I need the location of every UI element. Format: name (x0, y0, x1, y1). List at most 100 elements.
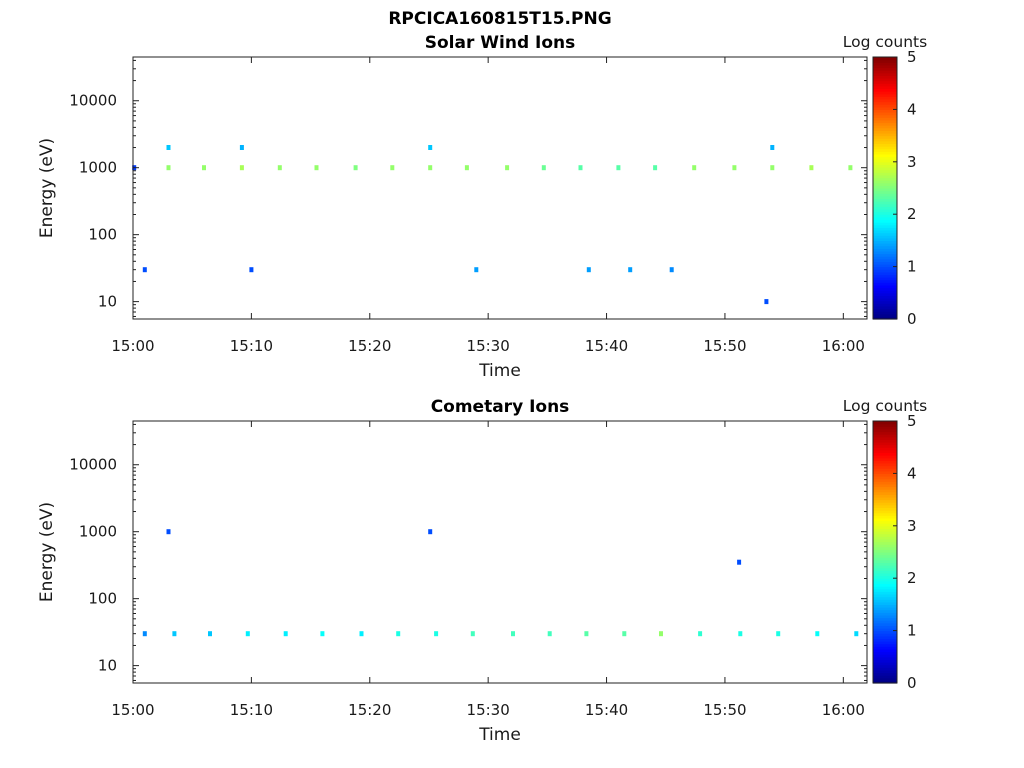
y-axis-cometary: 10 100 1000 10000 (69, 423, 867, 681)
colorbar-segment (873, 109, 897, 113)
colorbar-segment (873, 114, 897, 118)
heatmap-cell (249, 267, 254, 273)
colorbar-segment (873, 580, 897, 585)
colorbar-segment (873, 625, 897, 629)
panel-cometary-ions: Cometary Ions 15:00 15:10 15:20 15:30 15:40 1… (37, 397, 927, 745)
colorbar-segment (873, 308, 897, 312)
x-axis-label-cometary: Time (478, 725, 521, 745)
heatmap-cell (396, 631, 401, 637)
colorbar-segment (873, 544, 897, 548)
y-tick-label: 10 (98, 657, 117, 675)
colorbar-segment (873, 614, 897, 619)
colorbar-segment (873, 675, 897, 679)
colorbar-label-cometary: Log counts (843, 397, 927, 415)
colorbar-segment (873, 489, 897, 493)
panel-title-solar-wind: Solar Wind Ions (425, 33, 576, 53)
colorbar-segment (873, 214, 897, 218)
x-axis-solar-wind: 15:00 15:10 15:20 15:30 15:40 15:50 16:00 (111, 57, 865, 355)
colorbar-segment (873, 460, 897, 464)
colorbar-segment (873, 177, 897, 181)
colorbar-segment (873, 70, 897, 74)
heatmap-cell (659, 631, 663, 637)
plot-frame-solar-wind (132, 56, 868, 320)
colorbar-segment (873, 188, 897, 192)
colorbar-segment (873, 91, 897, 95)
colorbar-tick-label: 4 (907, 100, 917, 118)
colorbar-segment (873, 211, 897, 215)
colorbar-segment (873, 533, 897, 537)
colorbar-segment (873, 591, 897, 595)
colorbar-segment (873, 132, 897, 137)
colorbar-segment (873, 648, 897, 653)
colorbar-segment (873, 421, 897, 425)
colorbar-segment (873, 57, 897, 61)
heatmap-cell (390, 165, 395, 171)
colorbar-segment (873, 161, 897, 166)
heatmap-cell (578, 165, 583, 171)
colorbar-segment (873, 300, 897, 304)
colorbar-segment (873, 507, 897, 511)
heatmap-cell (239, 145, 244, 150)
colorbar-segment (873, 206, 897, 210)
colorbar-segment (873, 277, 897, 281)
colorbar-segment (873, 64, 897, 69)
colorbar-segment (873, 478, 897, 482)
x-tick-label: 15:00 (111, 701, 154, 719)
colorbar-segment (873, 138, 897, 142)
colorbar-segment (873, 462, 897, 467)
colorbar-segment (873, 303, 897, 307)
y-axis-solar-wind: 10 100 1000 10000 (69, 59, 867, 317)
colorbar-frame (872, 420, 898, 684)
colorbar-segment (873, 536, 897, 540)
colorbar-segment (873, 258, 897, 262)
colorbar-segment (873, 62, 897, 66)
colorbar-segment (873, 426, 897, 430)
colorbar-segment (873, 104, 897, 108)
colorbar-segment (873, 546, 897, 550)
colorbar-segment (873, 570, 897, 574)
colorbar-segment (873, 185, 897, 189)
colorbar-segment (873, 557, 897, 561)
colorbar-segment (873, 245, 897, 249)
y-tick-label: 100 (88, 226, 117, 244)
colorbar-segment (873, 292, 897, 297)
colorbar-segment (873, 203, 897, 207)
x-tick-label: 15:20 (348, 337, 391, 355)
colorbar-segment (873, 135, 897, 139)
colorbar-segment (873, 193, 897, 197)
colorbar-segment (873, 125, 897, 129)
colorbar-segment (873, 588, 897, 592)
x-tick-label: 15:10 (230, 701, 273, 719)
colorbar-segment (873, 156, 897, 160)
colorbar-segment (873, 447, 897, 451)
colorbar-segment (873, 263, 897, 268)
colorbar-segment (873, 311, 897, 315)
colorbar-segment (873, 512, 897, 516)
colorbar-segment (873, 667, 897, 671)
heatmap-cell (208, 631, 212, 637)
colorbar-segment (873, 216, 897, 221)
colorbar-segment (873, 525, 897, 530)
x-tick-label: 16:00 (822, 701, 865, 719)
heatmap-cell (245, 631, 250, 637)
heatmap-cell (541, 165, 546, 171)
colorbar-segment (873, 617, 897, 621)
colorbar-segment (873, 656, 897, 661)
colorbar-segment (873, 559, 897, 564)
heatmap-cell (628, 267, 633, 273)
heatmap-cell (202, 165, 206, 171)
y-axis-label-solar-wind: Energy (eV) (37, 138, 57, 238)
colorbar-segment (873, 641, 897, 645)
heatmap-cell (172, 631, 177, 637)
heatmap-cell (464, 165, 469, 171)
colorbar-segment (873, 476, 897, 480)
colorbar-segment (873, 562, 897, 566)
colorbar-segment (873, 654, 897, 658)
heatmap-cell (428, 529, 433, 535)
heatmap-cell (142, 267, 147, 273)
colorbar-segment (873, 541, 897, 545)
x-tick-label: 15:00 (111, 337, 154, 355)
colorbar-segment (873, 243, 897, 247)
x-tick-label: 15:50 (703, 701, 746, 719)
colorbar-segment (873, 282, 897, 286)
